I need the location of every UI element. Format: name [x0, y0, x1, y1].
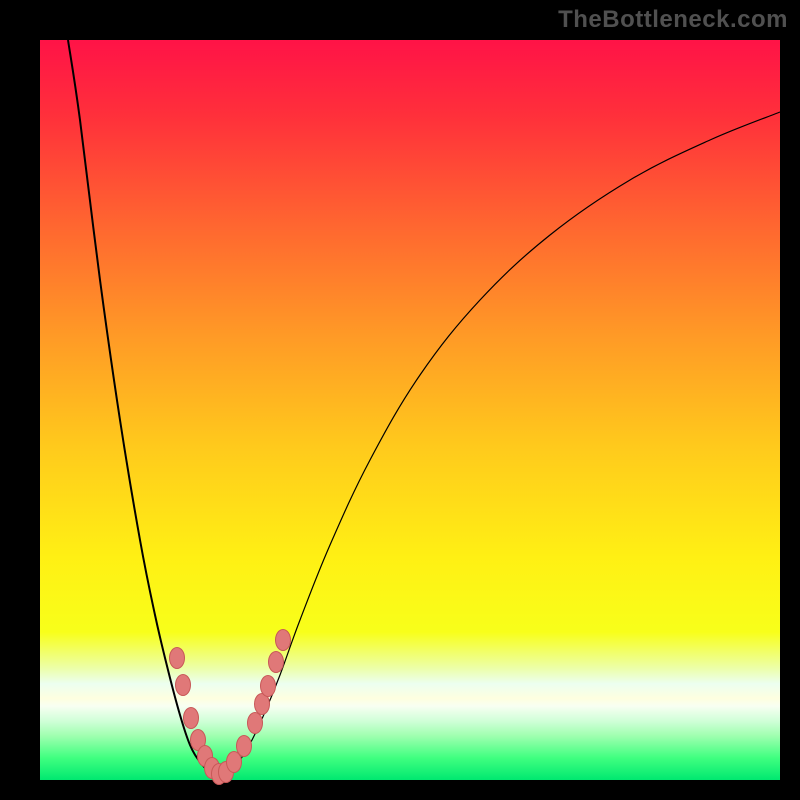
data-marker — [176, 675, 191, 696]
data-marker — [170, 648, 185, 669]
data-marker — [261, 676, 276, 697]
bottleneck-chart — [0, 0, 800, 800]
data-marker — [184, 708, 199, 729]
data-marker — [237, 736, 252, 757]
data-marker — [248, 713, 263, 734]
data-marker — [276, 630, 291, 651]
chart-container: TheBottleneck.com — [0, 0, 800, 800]
data-marker — [269, 652, 284, 673]
watermark-text: TheBottleneck.com — [558, 6, 788, 34]
plot-background — [40, 40, 780, 780]
